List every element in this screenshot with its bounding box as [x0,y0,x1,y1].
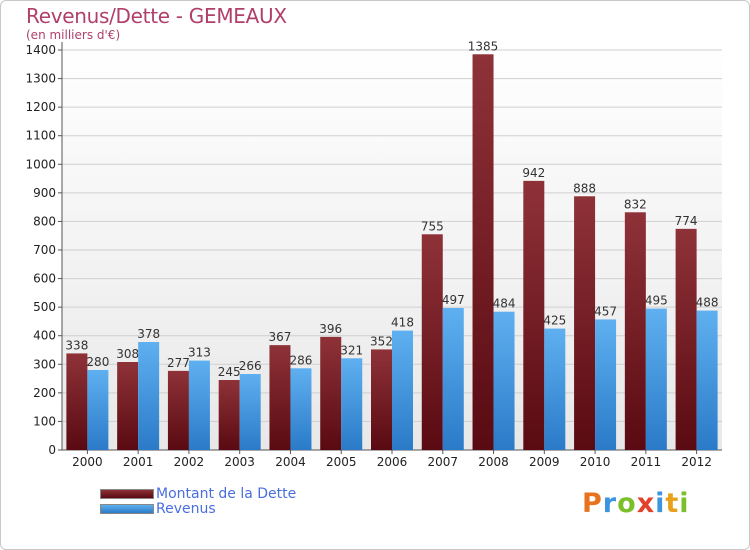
data-label-dette: 277 [167,356,190,370]
x-tick-label: 2000 [72,455,103,469]
bar-dette [574,196,596,450]
x-tick-label: 2004 [275,455,306,469]
legend-item-dette: Montant de la Dette [100,485,297,502]
legend-swatch-revenus [100,503,154,514]
x-tick-label: 2002 [174,455,205,469]
y-tick-label: 600 [33,272,56,286]
data-label-dette: 396 [319,322,342,336]
x-tick-label: 2003 [224,455,255,469]
data-label-revenus: 321 [340,343,363,357]
data-label-dette: 308 [116,347,139,361]
bar-dette [167,370,189,450]
y-tick-label: 100 [33,414,56,428]
data-label-dette: 1385 [468,39,499,53]
legend-label-dette: Montant de la Dette [156,485,297,502]
data-label-revenus: 313 [188,346,211,360]
y-tick-label: 700 [33,243,56,257]
logo-letter: t [665,488,680,519]
bar-revenus [595,319,617,450]
data-label-dette: 832 [624,197,647,211]
bar-revenus [544,328,566,450]
y-tick-label: 900 [33,186,56,200]
bar-dette [472,54,494,451]
legend-swatch-dette [100,488,154,499]
y-tick-label: 1100 [25,129,56,143]
data-label-revenus: 280 [86,355,109,369]
bar-revenus [645,308,667,450]
y-tick-label: 200 [33,386,56,400]
x-tick-label: 2010 [580,455,611,469]
x-tick-label: 2009 [529,455,560,469]
y-tick-label: 500 [33,300,56,314]
bar-dette [269,345,291,450]
data-label-revenus: 425 [543,314,566,328]
logo-letter: P [582,488,603,519]
chart-title: Revenus/Dette - GEMEAUX [26,4,287,28]
data-label-dette: 755 [421,219,444,233]
proxiti-logo: Proxiti [582,488,690,519]
data-label-dette: 338 [65,338,88,352]
bar-revenus [239,374,261,450]
bar-dette [371,349,392,450]
logo-letter: r [602,488,618,519]
x-tick-label: 2011 [631,455,662,469]
data-label-dette: 352 [370,334,393,348]
logo-letter: o [617,488,637,519]
bar-revenus [392,330,413,450]
bar-dette [66,353,88,450]
data-label-revenus: 497 [442,293,465,307]
x-tick-label: 2005 [326,455,357,469]
bar-revenus [138,342,160,450]
x-tick-label: 2001 [123,455,154,469]
bar-dette [421,234,443,450]
bar-revenus [87,370,109,450]
logo-letter: i [655,488,666,519]
y-tick-label: 400 [33,329,56,343]
data-label-dette: 888 [573,181,596,195]
data-label-revenus: 457 [594,304,617,318]
y-tick-label: 800 [33,214,56,228]
bar-dette [675,228,697,450]
data-label-revenus: 266 [239,359,262,373]
logo-letter: x [636,488,656,519]
x-tick-label: 2008 [478,455,509,469]
y-tick-label: 0 [48,443,56,457]
bar-dette [523,180,545,450]
data-label-revenus: 488 [696,296,719,310]
chart-subtitle: (en milliers d'€) [26,28,121,42]
x-tick-label: 2006 [377,455,408,469]
data-label-dette: 367 [269,330,292,344]
y-tick-label: 300 [33,357,56,371]
data-label-revenus: 495 [645,294,668,308]
bar-revenus [290,368,312,450]
data-label-dette: 245 [218,365,241,379]
x-tick-label: 2007 [427,455,458,469]
data-label-revenus: 418 [391,316,414,330]
y-tick-label: 1000 [25,157,56,171]
logo-letter: i [679,488,690,519]
bar-dette [218,380,240,450]
legend-item-revenus: Revenus [100,500,296,517]
bar-dette [320,336,342,450]
bar-revenus [188,360,210,450]
y-tick-label: 1300 [25,72,56,86]
legend: Montant de la Dette Revenus [100,485,297,517]
y-tick-label: 1400 [25,43,56,57]
bar-dette [117,362,139,450]
bar-revenus [341,358,363,450]
y-tick-label: 1200 [25,100,56,114]
data-label-revenus: 378 [137,327,160,341]
bar-revenus [696,310,718,450]
bar-revenus [493,311,515,450]
bar-dette [624,212,646,450]
bar-revenus [442,308,464,450]
data-label-dette: 942 [522,166,545,180]
legend-label-revenus: Revenus [156,500,216,517]
data-label-dette: 774 [675,214,698,228]
x-tick-label: 2012 [681,455,712,469]
data-label-revenus: 484 [493,297,516,311]
data-label-revenus: 286 [290,353,313,367]
